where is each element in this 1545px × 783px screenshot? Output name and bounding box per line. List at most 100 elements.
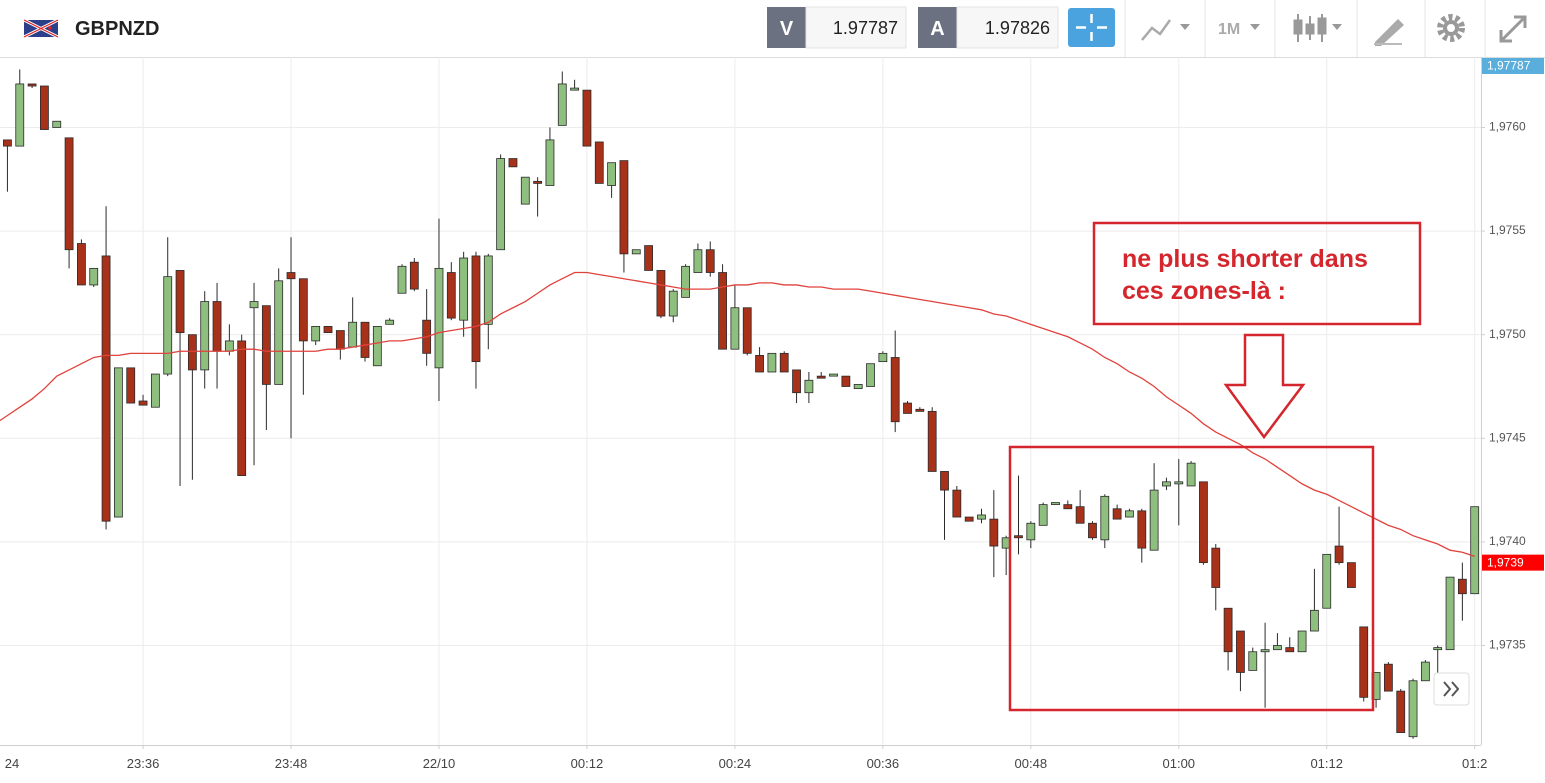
candle-body — [705, 249, 715, 273]
candle-body — [1014, 535, 1023, 539]
candles-button[interactable] — [1293, 14, 1342, 42]
candle-body — [335, 330, 345, 350]
y-tick-label: 1,9735 — [1489, 638, 1526, 652]
candle-body — [1310, 609, 1319, 632]
price-tag — [1482, 554, 1544, 571]
candle-body — [742, 307, 752, 354]
candle-body — [1038, 504, 1048, 526]
candle-body — [767, 352, 777, 373]
candle-body — [1026, 522, 1036, 541]
x-tick-label: 23:36 — [127, 756, 160, 771]
candle-body — [323, 325, 333, 334]
candle-body — [1186, 462, 1196, 487]
candle-body — [755, 355, 764, 373]
annotation-box — [1092, 221, 1422, 326]
candle-body — [1051, 502, 1060, 506]
x-tick-label: 00:48 — [1015, 756, 1048, 771]
y-tick-label: 1,9755 — [1489, 223, 1526, 237]
fullscreen-button[interactable] — [1499, 15, 1527, 43]
candle-body — [1445, 576, 1455, 651]
y-tick-label: 1,9750 — [1489, 327, 1526, 341]
candle-body — [792, 369, 801, 394]
candle-body — [298, 278, 308, 342]
candle-body — [866, 363, 875, 387]
candle-body — [804, 379, 814, 394]
candle-body — [471, 255, 481, 363]
candle-body — [249, 301, 259, 309]
candle-body — [1236, 630, 1245, 673]
bid-value: 1.97787 — [833, 18, 898, 38]
candle-body — [163, 276, 173, 375]
candle-body — [1063, 504, 1073, 510]
candle-body — [372, 325, 382, 367]
candle-body — [409, 261, 419, 290]
candle-body — [545, 139, 555, 186]
candle-body — [224, 340, 234, 352]
candle-body — [3, 139, 12, 147]
candle-body — [1322, 553, 1332, 609]
candle-body — [1174, 481, 1184, 485]
bid-box — [805, 6, 907, 49]
candle-body — [656, 270, 666, 317]
interval-caret — [1250, 24, 1260, 30]
candle-body — [77, 243, 86, 286]
candle-body — [1408, 680, 1418, 738]
candle-body — [1359, 626, 1369, 698]
candle-body — [607, 162, 616, 186]
candle-body — [779, 352, 789, 373]
candle-body — [385, 319, 395, 325]
candle-body — [557, 83, 567, 126]
candle-body — [1420, 661, 1430, 682]
axes: 1,9735 1,9740 1,9745 1,9750 1,9755 1,9760 24 23… — [5, 58, 1544, 771]
candle-body — [508, 158, 518, 168]
x-tick-label: 00:12 — [571, 756, 604, 771]
scroll-right-button[interactable] — [1433, 672, 1470, 706]
plot-area — [0, 69, 1480, 739]
candle-body — [1100, 495, 1110, 541]
bid-label: V — [780, 18, 794, 40]
candle-body — [348, 321, 358, 348]
candle-body — [360, 321, 370, 358]
candle-body — [138, 400, 148, 406]
candle-body — [40, 85, 49, 130]
candle-body — [1223, 607, 1233, 653]
settings-button[interactable] — [1437, 14, 1465, 42]
candle-body — [397, 265, 407, 294]
candle-body — [1088, 522, 1097, 539]
ask-value: 1.97826 — [985, 18, 1050, 38]
candle-body — [594, 141, 604, 184]
candle-body — [1211, 547, 1221, 588]
candle-body — [1248, 651, 1258, 671]
candle-body — [1199, 481, 1208, 564]
ask-button[interactable] — [918, 7, 957, 48]
chart-type-button[interactable] — [1141, 19, 1190, 41]
candle-body — [200, 301, 210, 371]
candle-body — [582, 89, 592, 147]
candle-body — [730, 307, 740, 350]
candle-body — [693, 249, 703, 273]
interval[interactable]: 1M — [1218, 21, 1240, 38]
candle-body — [261, 305, 271, 385]
candle-body — [989, 518, 999, 547]
price-tag-label: 1,9739 — [1487, 555, 1524, 569]
candle-body — [1137, 510, 1147, 549]
candle-body — [1457, 578, 1467, 595]
grid — [0, 57, 1481, 745]
bid-button[interactable] — [767, 7, 806, 48]
draw-button[interactable] — [1374, 19, 1404, 46]
x-tick-label: 22/10 — [423, 756, 456, 771]
symbol: GBPNZD — [75, 18, 159, 40]
candle-body — [829, 373, 838, 377]
candle-body — [1162, 481, 1171, 487]
candle-body — [1112, 508, 1122, 520]
candle-body — [187, 334, 197, 371]
candle-body — [126, 367, 136, 404]
candle-body — [274, 280, 284, 385]
candle-body — [1383, 663, 1393, 692]
candle-body — [631, 249, 641, 255]
candle-body — [101, 255, 111, 522]
x-tick-label: 00:24 — [719, 756, 752, 771]
crosshair-button[interactable] — [1068, 8, 1115, 47]
x-tick-label: 01:12 — [1310, 756, 1343, 771]
